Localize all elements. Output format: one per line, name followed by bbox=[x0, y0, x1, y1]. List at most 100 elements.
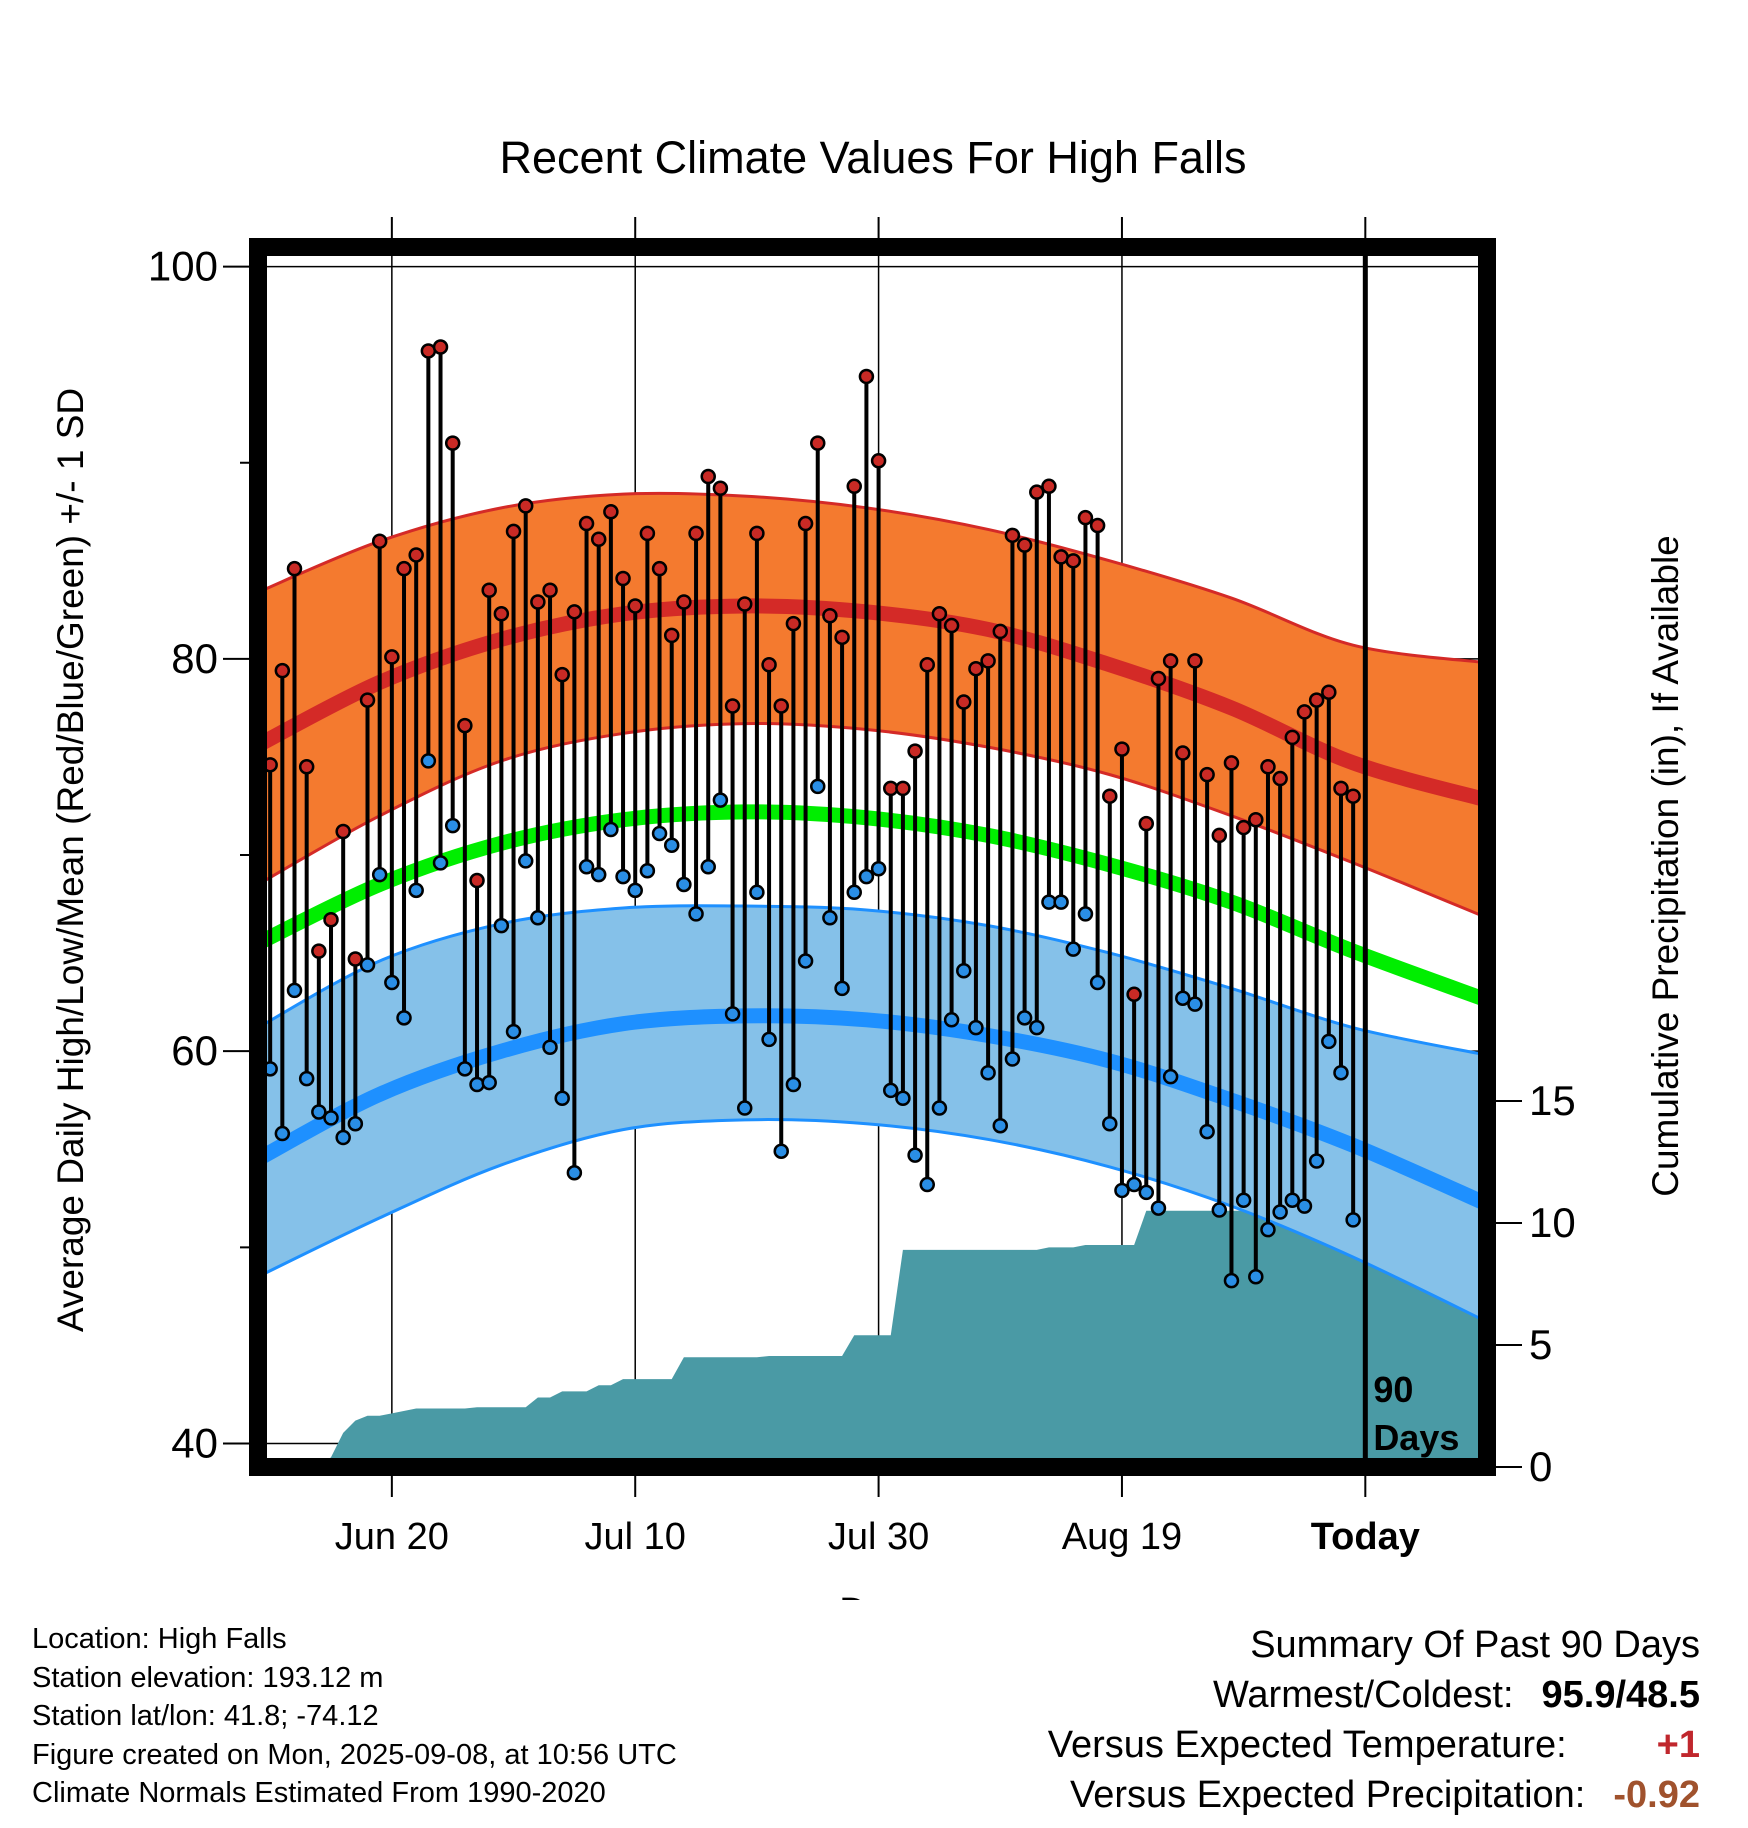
observed-low-point bbox=[469, 1076, 485, 1093]
observed-high-point bbox=[736, 596, 753, 612]
observed-low-point bbox=[663, 837, 680, 853]
observed-high-point bbox=[724, 698, 741, 714]
created-text: Figure created on Mon, 2025-09-08, at 10… bbox=[32, 1738, 677, 1771]
observed-low-point bbox=[286, 982, 303, 999]
observed-high-point bbox=[1235, 819, 1252, 836]
observed-low-point bbox=[1102, 1116, 1118, 1132]
observed-high-point bbox=[663, 627, 680, 644]
observed-low-point bbox=[590, 866, 607, 883]
observed-high-point bbox=[530, 594, 546, 610]
observed-low-point bbox=[956, 963, 972, 979]
observed-low-point bbox=[883, 1082, 899, 1099]
observed-high-point bbox=[688, 525, 704, 542]
observed-low-point bbox=[1308, 1153, 1325, 1169]
observed-high-point bbox=[1029, 484, 1045, 500]
observed-low-point bbox=[773, 1143, 789, 1159]
observed-high-point bbox=[907, 743, 923, 759]
precip-label: Versus Expected Precipitation: bbox=[1069, 1774, 1586, 1816]
observed-high-point bbox=[676, 594, 692, 610]
observed-low-point bbox=[1016, 1010, 1033, 1026]
precip-area bbox=[258, 1179, 1487, 1467]
observed-low-point bbox=[420, 753, 437, 769]
observed-high-point bbox=[566, 604, 583, 620]
y-tick-label-left: 100 bbox=[148, 243, 218, 290]
observed-low-point bbox=[724, 1006, 741, 1022]
observed-high-point bbox=[968, 660, 984, 677]
observed-low-point bbox=[1321, 1033, 1337, 1050]
observed-high-point bbox=[457, 717, 473, 734]
observed-high-point bbox=[1223, 755, 1240, 771]
observed-low-point bbox=[1223, 1272, 1240, 1289]
normals-text: Climate Normals Estimated From 1990-2020 bbox=[32, 1777, 606, 1809]
chart-title: Recent Climate Values For High Falls bbox=[500, 132, 1247, 183]
observed-low-point bbox=[749, 884, 765, 901]
observed-low-point bbox=[846, 884, 862, 901]
observed-low-point bbox=[627, 882, 643, 899]
observed-low-point bbox=[639, 862, 656, 879]
observed-high-point bbox=[1199, 766, 1215, 783]
observed-low-point bbox=[992, 1117, 1009, 1134]
observed-high-point bbox=[469, 872, 485, 889]
climate-chart: Recent Climate Values For High Falls 90 D… bbox=[50, 132, 1686, 1600]
y-tick-label-right: 15 bbox=[1529, 1077, 1576, 1124]
observed-high-point bbox=[651, 560, 668, 577]
observed-low-point bbox=[1004, 1051, 1021, 1067]
observed-low-point bbox=[457, 1061, 473, 1077]
observed-high-point bbox=[822, 607, 838, 624]
plot-clip-group: 90 Days bbox=[258, 247, 1487, 1467]
observed-high-point bbox=[1296, 704, 1313, 720]
observed-high-point bbox=[846, 478, 862, 495]
observed-low-point bbox=[578, 859, 595, 875]
observed-low-point bbox=[1077, 906, 1094, 922]
observed-high-point bbox=[1162, 653, 1179, 669]
observed-low-point bbox=[919, 1176, 936, 1193]
observed-low-point bbox=[1150, 1200, 1167, 1216]
precip-vs-expected-row: Versus Expected Precipitation: -0.92 bbox=[1048, 1770, 1700, 1820]
observed-high-point bbox=[444, 435, 461, 451]
observed-low-point bbox=[323, 1110, 339, 1126]
observed-low-point bbox=[493, 917, 510, 934]
observed-high-point bbox=[749, 525, 765, 542]
temp-value: +1 bbox=[1656, 1724, 1700, 1766]
observed-low-point bbox=[1345, 1212, 1361, 1228]
observed-low-point bbox=[822, 910, 838, 926]
y-axis-label-right: Cumulative Precipitation (in), If Availa… bbox=[1645, 535, 1686, 1197]
observed-high-point bbox=[797, 515, 814, 532]
observed-high-point bbox=[554, 666, 570, 683]
observed-high-point bbox=[335, 823, 351, 840]
observed-low-point bbox=[907, 1147, 923, 1163]
observed-high-point bbox=[700, 468, 716, 485]
observed-high-point bbox=[895, 780, 911, 797]
observed-low-point bbox=[274, 1125, 291, 1142]
observed-high-point bbox=[1333, 780, 1349, 797]
latlon-text: Station lat/lon: 41.8; -74.12 bbox=[32, 1700, 379, 1732]
observed-high-point bbox=[274, 662, 291, 679]
observed-low-point bbox=[651, 825, 668, 842]
observed-high-point bbox=[432, 339, 449, 355]
observed-low-point bbox=[676, 876, 692, 893]
observed-high-point bbox=[956, 694, 972, 710]
observed-high-point bbox=[858, 368, 875, 385]
observed-low-point bbox=[736, 1100, 753, 1116]
observed-low-point bbox=[1333, 1065, 1349, 1081]
observed-high-point bbox=[1016, 537, 1033, 553]
observed-high-point bbox=[517, 498, 534, 514]
observed-low-point bbox=[603, 821, 619, 838]
observed-low-point bbox=[1162, 1068, 1179, 1085]
plot-frame bbox=[249, 238, 1496, 1476]
observed-low-point bbox=[1199, 1123, 1215, 1140]
y-tick-label-left: 40 bbox=[171, 1419, 218, 1466]
observed-low-point bbox=[1187, 996, 1203, 1012]
observed-low-point bbox=[298, 1070, 315, 1087]
observed-low-point bbox=[1272, 1204, 1288, 1220]
y-tick-label-right: 5 bbox=[1529, 1321, 1552, 1368]
observed-low-point bbox=[517, 853, 534, 869]
observed-low-point bbox=[943, 1012, 960, 1028]
observed-high-point bbox=[1211, 827, 1228, 844]
observed-high-point bbox=[834, 629, 850, 646]
observed-low-point bbox=[1114, 1182, 1130, 1199]
observed-high-point bbox=[919, 657, 936, 673]
observed-low-point bbox=[1284, 1192, 1301, 1208]
observed-low-point bbox=[785, 1076, 802, 1093]
observed-low-point bbox=[1248, 1268, 1264, 1285]
